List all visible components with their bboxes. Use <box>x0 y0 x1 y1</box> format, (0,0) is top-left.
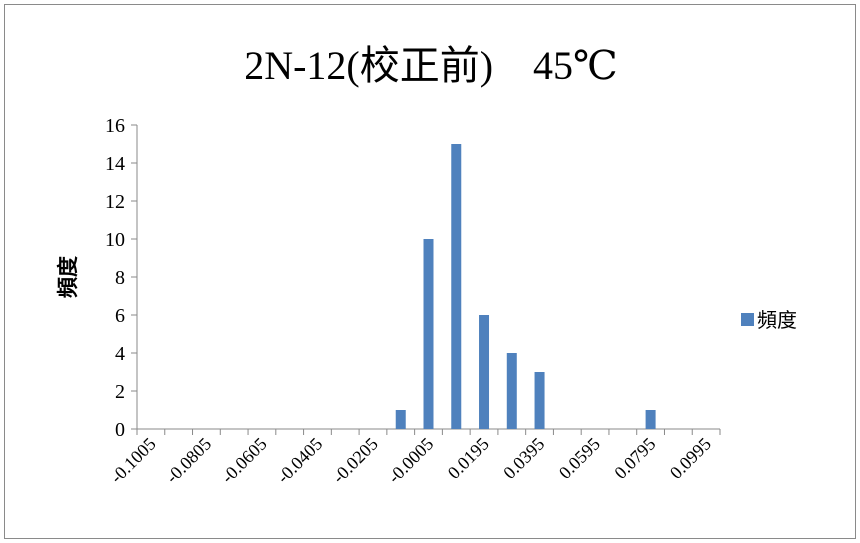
y-axis-label: 頻度 <box>56 256 80 298</box>
x-tick-label: 0.0195 <box>444 434 493 483</box>
x-axis: -0.1005 -0.0805 -0.0605 -0.0405 -0.0205 -0.00… <box>106 428 721 487</box>
y-tick-label: 12 <box>105 191 125 213</box>
y-tick-label: 16 <box>105 115 125 137</box>
bar <box>506 353 517 429</box>
legend-swatch <box>741 313 754 326</box>
x-tick-label: -0.0405 <box>273 434 326 487</box>
chart-frame: 2N-12(校正前) 45℃ 頻度 0 2 4 6 8 10 12 14 16 -0.1005-… <box>4 4 856 539</box>
y-tick-label: 14 <box>105 153 125 175</box>
x-tick-label: -0.1005 <box>106 434 159 487</box>
bar <box>534 372 545 429</box>
bar-series <box>395 144 656 429</box>
y-tick-label: 0 <box>115 419 125 441</box>
y-tick-label: 8 <box>115 267 125 289</box>
x-tick-label: 0.0795 <box>610 434 659 483</box>
legend-label: 頻度 <box>757 308 797 332</box>
bar <box>423 239 434 429</box>
bar <box>479 315 490 429</box>
x-tick-label: 0.0595 <box>555 434 604 483</box>
y-axis: 0 2 4 6 8 10 12 14 16 <box>105 115 138 441</box>
x-tick-label: -0.0205 <box>328 434 381 487</box>
y-tick-label: 10 <box>105 229 125 251</box>
x-tick-label: 0.0995 <box>666 434 715 483</box>
y-tick-label: 2 <box>115 381 125 403</box>
legend: 頻度 <box>741 308 797 332</box>
bar <box>451 144 462 429</box>
x-tick-label: -0.0605 <box>217 434 270 487</box>
x-tick-label: 0.0395 <box>499 434 548 483</box>
bar <box>645 410 656 429</box>
x-tick-label: -0.0005 <box>384 434 437 487</box>
x-tick-label: -0.0805 <box>162 434 215 487</box>
bar <box>395 410 406 429</box>
y-tick-label: 6 <box>115 305 125 327</box>
y-tick-label: 4 <box>115 343 125 365</box>
chart-title: 2N-12(校正前) 45℃ <box>244 43 618 88</box>
